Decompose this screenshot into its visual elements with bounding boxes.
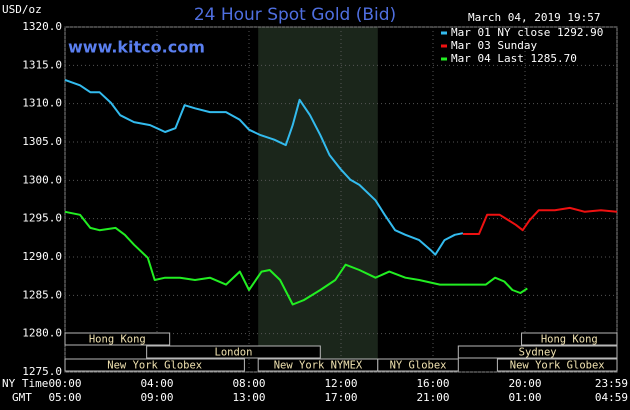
x2-tick-label: 17:00 <box>324 391 357 404</box>
x-tick-label: 00:00 <box>48 377 81 390</box>
price-line <box>64 210 528 306</box>
y-axis-label: USD/oz <box>2 3 42 16</box>
watermark: www.kitco.com <box>68 38 205 57</box>
session-label: Sydney <box>519 347 557 359</box>
x2-tick-label: 09:00 <box>140 391 173 404</box>
session-bar <box>64 358 245 372</box>
highlight-band <box>258 27 378 372</box>
x2-tick-label: 04:59 <box>595 391 628 404</box>
x-tick-label: 08:00 <box>232 377 265 390</box>
price-line <box>462 206 618 235</box>
session-label: NY Globex <box>390 360 447 372</box>
legend-swatch <box>441 31 447 35</box>
chart-title: 24 Hour Spot Gold (Bid) <box>194 5 396 25</box>
x-tick-label: 23:59 <box>595 377 628 390</box>
x2-tick-label: 13:00 <box>232 391 265 404</box>
y-tick-label: 1320.0 <box>22 20 62 33</box>
session-label: New York Globex <box>510 360 605 372</box>
legend-label: Mar 01 NY close 1292.90 <box>451 26 603 39</box>
background <box>64 26 618 373</box>
x-tick-label: 16:00 <box>416 377 449 390</box>
legend-label: Mar 03 Sunday <box>451 39 537 52</box>
x2-axis-label: GMT <box>12 391 32 404</box>
session-bar <box>377 358 459 372</box>
y-tick-label: 1305.0 <box>22 135 62 148</box>
x-axis-label: NY Time <box>2 377 48 390</box>
timestamp: March 04, 2019 19:57 <box>468 11 600 24</box>
y-tick-label: 1285.0 <box>22 288 62 301</box>
x2-tick-label: 05:00 <box>48 391 81 404</box>
session-bar <box>146 345 321 359</box>
y-tick-label: 1295.0 <box>22 212 62 225</box>
y-tick-label: 1315.0 <box>22 58 62 71</box>
x2-tick-label: 21:00 <box>416 391 449 404</box>
session-bar <box>457 345 618 359</box>
session-bar <box>64 332 171 346</box>
session-label: New York NYMEX <box>274 360 363 372</box>
legend-swatch <box>441 57 447 61</box>
legend-swatch <box>441 44 447 48</box>
session-bar <box>521 332 618 346</box>
y-tick-label: 1290.0 <box>22 250 62 263</box>
y-tick-label: 1280.0 <box>22 327 62 340</box>
y-tick-label: 1275.0 <box>22 365 62 378</box>
x-tick-label: 20:00 <box>508 377 541 390</box>
session-label: London <box>215 347 253 359</box>
x2-tick-label: 01:00 <box>508 391 541 404</box>
session-bar <box>496 358 618 372</box>
x-tick-label: 04:00 <box>140 377 173 390</box>
legend-label: Mar 04 Last 1285.70 <box>451 52 577 65</box>
price-line <box>64 78 464 256</box>
session-label: Hong Kong <box>89 334 146 346</box>
x-tick-label: 12:00 <box>324 377 357 390</box>
y-tick-label: 1310.0 <box>22 97 62 110</box>
session-label: Hong Kong <box>541 334 598 346</box>
session-label: New York Globex <box>107 360 202 372</box>
y-tick-label: 1300.0 <box>22 173 62 186</box>
